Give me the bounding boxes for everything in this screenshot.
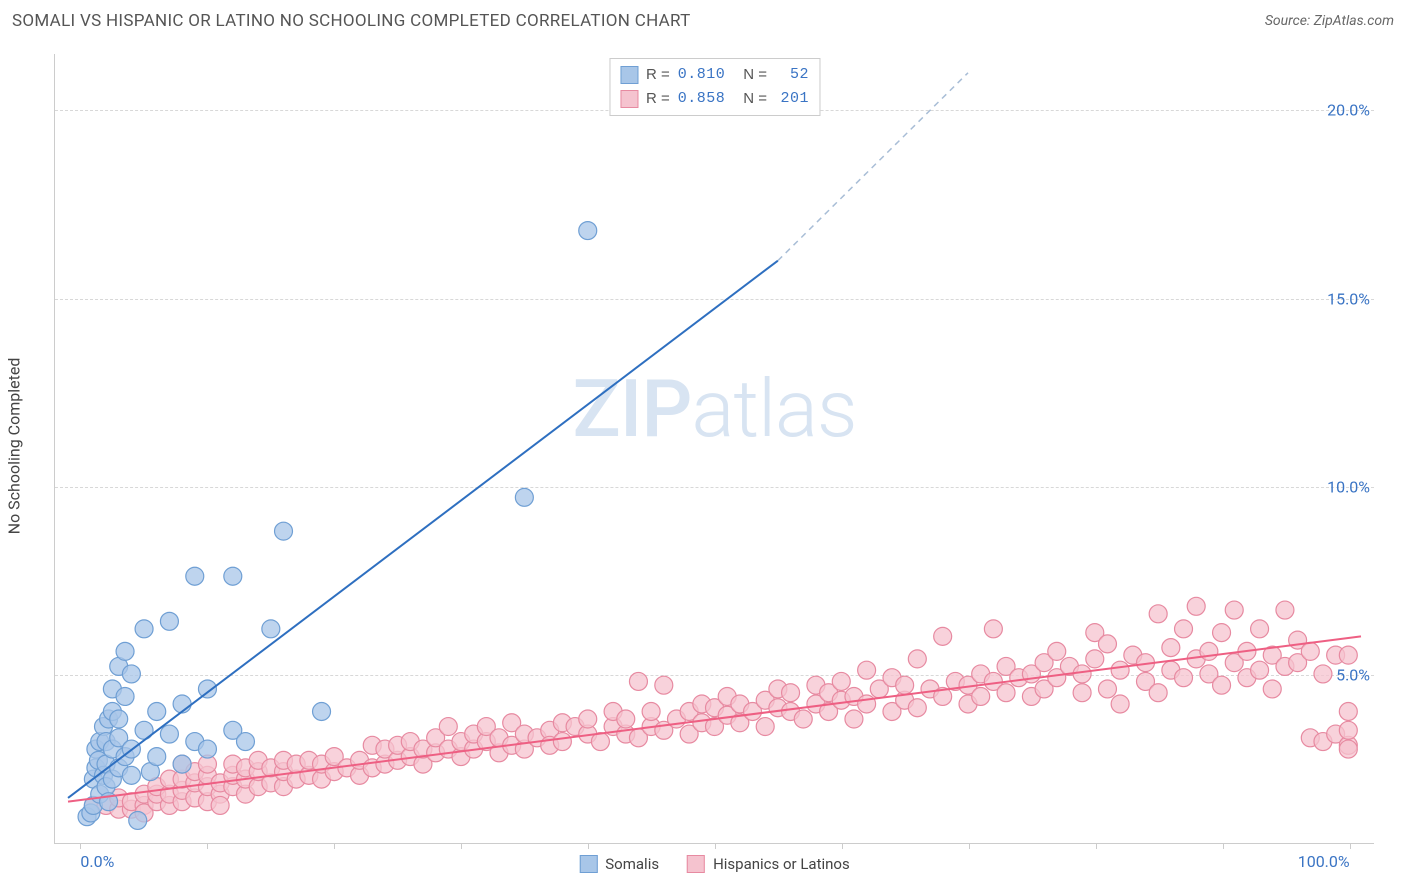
legend-stats: R = 0.810 N = 52 R = 0.858 N = 201 — [609, 58, 820, 116]
swatch-somalis — [620, 66, 638, 84]
legend-label-somalis: Somalis — [605, 855, 659, 873]
title-bar: SOMALI VS HISPANIC OR LATINO NO SCHOOLIN… — [0, 0, 1406, 42]
n-value-hispanics: 201 — [775, 87, 809, 111]
chart-container: SOMALI VS HISPANIC OR LATINO NO SCHOOLIN… — [0, 0, 1406, 892]
legend-series: Somalis Hispanics or Latinos — [579, 855, 849, 873]
n-value-somalis: 52 — [775, 63, 809, 87]
legend-row-hispanics: R = 0.858 N = 201 — [620, 87, 809, 111]
legend-item-hispanics: Hispanics or Latinos — [687, 855, 850, 873]
legend-item-somalis: Somalis — [579, 855, 659, 873]
plot-area: ZIPatlas R = 0.810 N = 52 R = 0.858 N = … — [54, 54, 1374, 844]
legend-label-hispanics: Hispanics or Latinos — [713, 855, 850, 873]
n-label: N = — [743, 87, 767, 111]
r-value-hispanics: 0.858 — [678, 87, 726, 111]
source-attribution: Source: ZipAtlas.com — [1265, 13, 1394, 29]
swatch-somalis — [579, 855, 597, 873]
scatter-svg — [55, 54, 1374, 843]
swatch-hispanics — [620, 90, 638, 108]
x-tick-label: 0.0% — [80, 852, 114, 871]
legend-row-somalis: R = 0.810 N = 52 — [620, 63, 809, 87]
r-value-somalis: 0.810 — [678, 63, 726, 87]
n-label: N = — [743, 63, 767, 87]
x-tick-label: 100.0% — [1298, 852, 1350, 871]
swatch-hispanics — [687, 855, 705, 873]
y-axis-label: No Schooling Completed — [5, 358, 24, 535]
chart-title: SOMALI VS HISPANIC OR LATINO NO SCHOOLIN… — [12, 11, 691, 31]
r-label: R = — [646, 87, 670, 111]
r-label: R = — [646, 63, 670, 87]
